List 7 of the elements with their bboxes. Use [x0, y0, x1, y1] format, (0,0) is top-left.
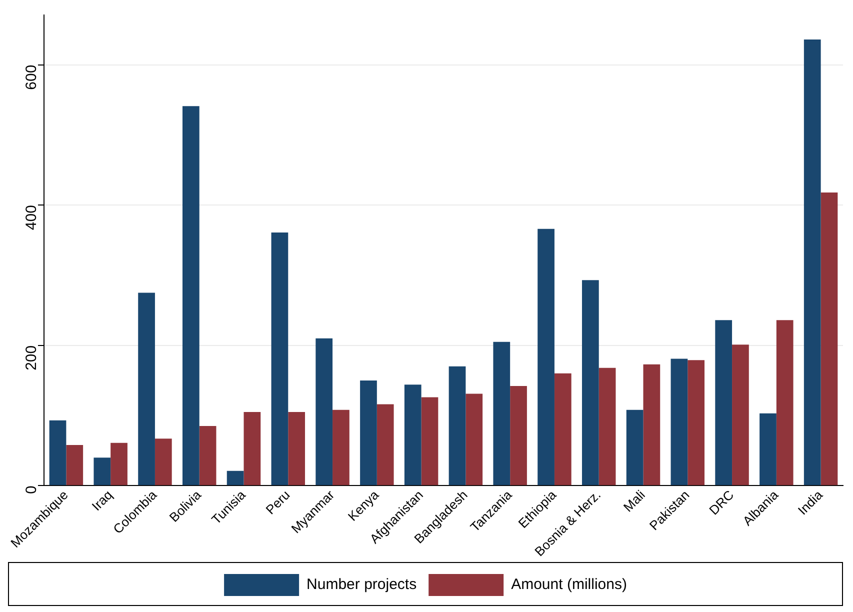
y-tick-label: 400 — [23, 205, 40, 230]
y-tick-label: 0 — [23, 486, 40, 494]
x-tick-label: Iraq — [88, 487, 116, 514]
legend-label: Amount (millions) — [511, 576, 627, 594]
legend-label: Number projects — [306, 576, 417, 594]
y-tick-label: 200 — [23, 345, 40, 370]
y-tick-label: 600 — [23, 64, 40, 90]
